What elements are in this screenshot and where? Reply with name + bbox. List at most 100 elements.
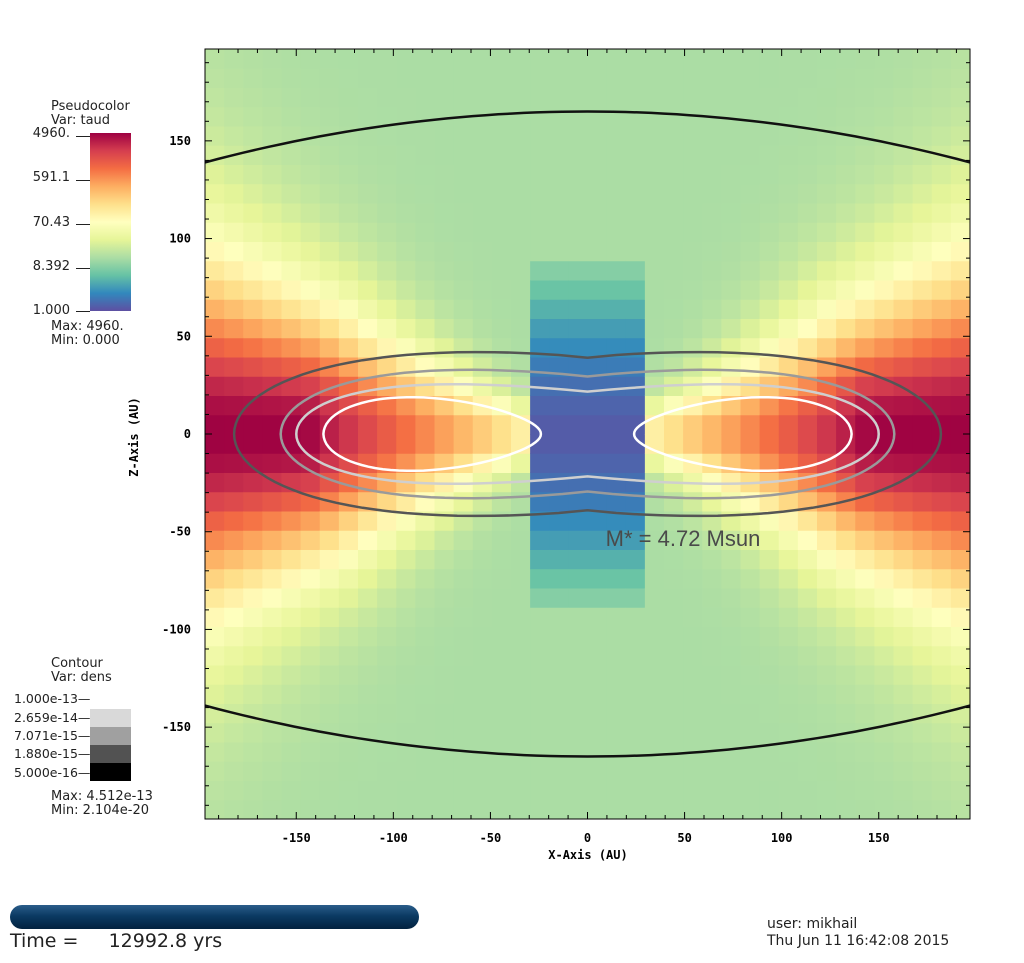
time-slider-bar[interactable] bbox=[10, 905, 419, 929]
heat-cell bbox=[396, 703, 416, 724]
heat-cell bbox=[472, 222, 493, 242]
heat-cell bbox=[243, 530, 263, 550]
heat-cell bbox=[338, 87, 359, 108]
heat-cell bbox=[702, 530, 722, 550]
heat-cell bbox=[740, 742, 761, 762]
heat-cell bbox=[358, 780, 378, 801]
heat-cell bbox=[358, 453, 378, 473]
heat-cell bbox=[434, 703, 455, 724]
heat-cell bbox=[759, 530, 780, 550]
heat-cell bbox=[511, 453, 531, 473]
heat-cell bbox=[644, 703, 665, 724]
heat-cell bbox=[300, 607, 321, 627]
time-prefix: Time = bbox=[10, 930, 79, 952]
heat-cell bbox=[683, 318, 703, 339]
heat-cell bbox=[243, 68, 263, 88]
heat-cell bbox=[338, 530, 359, 550]
heat-cell bbox=[644, 241, 665, 262]
heat-cell bbox=[683, 645, 703, 666]
heat-cell bbox=[453, 799, 474, 820]
heat-cell bbox=[759, 434, 780, 454]
heat-cell bbox=[491, 549, 512, 570]
heat-cell bbox=[511, 645, 531, 666]
heat-cell bbox=[358, 703, 378, 724]
heat-cell bbox=[396, 68, 416, 88]
heat-cell bbox=[549, 799, 569, 820]
heat-cell bbox=[778, 49, 799, 69]
heat-cell bbox=[817, 260, 837, 281]
heat-cell bbox=[836, 183, 856, 204]
heat-cell bbox=[587, 126, 608, 146]
heat-cell bbox=[950, 49, 971, 69]
heat-cell bbox=[549, 87, 569, 108]
heat-cell bbox=[912, 665, 933, 685]
heat-cell bbox=[511, 665, 531, 685]
heat-cell bbox=[893, 588, 914, 608]
contour-label: 7.071e-15— bbox=[14, 728, 91, 743]
heat-cell bbox=[300, 87, 321, 108]
heat-cell bbox=[568, 376, 588, 396]
heat-cell bbox=[664, 530, 684, 550]
heat-cell bbox=[377, 183, 397, 204]
heat-cell bbox=[836, 607, 856, 627]
heat-cell bbox=[358, 799, 378, 820]
heat-cell bbox=[893, 395, 914, 416]
heat-cell bbox=[472, 126, 493, 146]
heat-cell bbox=[243, 87, 263, 108]
heat-cell bbox=[530, 299, 550, 319]
heat-cell bbox=[262, 665, 282, 685]
heat-cell bbox=[874, 260, 894, 281]
heat-cell bbox=[817, 222, 837, 242]
heat-cell bbox=[281, 357, 302, 377]
heat-cell bbox=[224, 742, 244, 762]
heat-cell bbox=[549, 645, 569, 666]
heat-cell bbox=[836, 414, 856, 435]
heat-cell bbox=[396, 665, 416, 685]
x-tick-label: 50 bbox=[677, 831, 691, 845]
heat-cell bbox=[224, 799, 244, 820]
heat-cell bbox=[434, 126, 455, 146]
heat-cell bbox=[855, 780, 875, 801]
heat-cell bbox=[549, 68, 569, 88]
heat-cell bbox=[931, 164, 952, 185]
heat-cell bbox=[836, 106, 856, 127]
heat-cell bbox=[530, 453, 550, 473]
heat-cell bbox=[491, 568, 512, 589]
heat-cell bbox=[587, 260, 608, 281]
heat-cell bbox=[644, 164, 665, 185]
heat-cell bbox=[702, 722, 722, 743]
heat-cell bbox=[205, 568, 225, 589]
heat-cell bbox=[358, 145, 378, 165]
heat-cell bbox=[262, 183, 282, 204]
heat-cell bbox=[778, 530, 799, 550]
heat-cell bbox=[396, 164, 416, 185]
heat-cell bbox=[491, 607, 512, 627]
heat-cell bbox=[912, 511, 933, 531]
heat-cell bbox=[549, 260, 569, 281]
heat-cell bbox=[224, 530, 244, 550]
pseudocolor-min: Min: 0.000 bbox=[51, 333, 120, 348]
heat-cell bbox=[874, 703, 894, 724]
heat-cell bbox=[453, 607, 474, 627]
heat-cell bbox=[664, 607, 684, 627]
heat-cell bbox=[664, 684, 684, 704]
heat-cell bbox=[912, 472, 933, 493]
heat-cell bbox=[530, 684, 550, 704]
heat-cell bbox=[434, 588, 455, 608]
heat-cell bbox=[606, 280, 627, 300]
heat-cell bbox=[664, 106, 684, 127]
heat-cell bbox=[262, 203, 282, 223]
heat-cell bbox=[950, 799, 971, 820]
heat-cell bbox=[549, 742, 569, 762]
heat-cell bbox=[243, 588, 263, 608]
heat-cell bbox=[893, 607, 914, 627]
heat-cell bbox=[530, 376, 550, 396]
heat-cell bbox=[262, 434, 282, 454]
heat-cell bbox=[683, 665, 703, 685]
heat-cell bbox=[644, 626, 665, 647]
heat-cell bbox=[491, 241, 512, 262]
heat-cell bbox=[664, 722, 684, 743]
heat-cell bbox=[377, 241, 397, 262]
heat-cell bbox=[453, 588, 474, 608]
heat-cell bbox=[644, 280, 665, 300]
